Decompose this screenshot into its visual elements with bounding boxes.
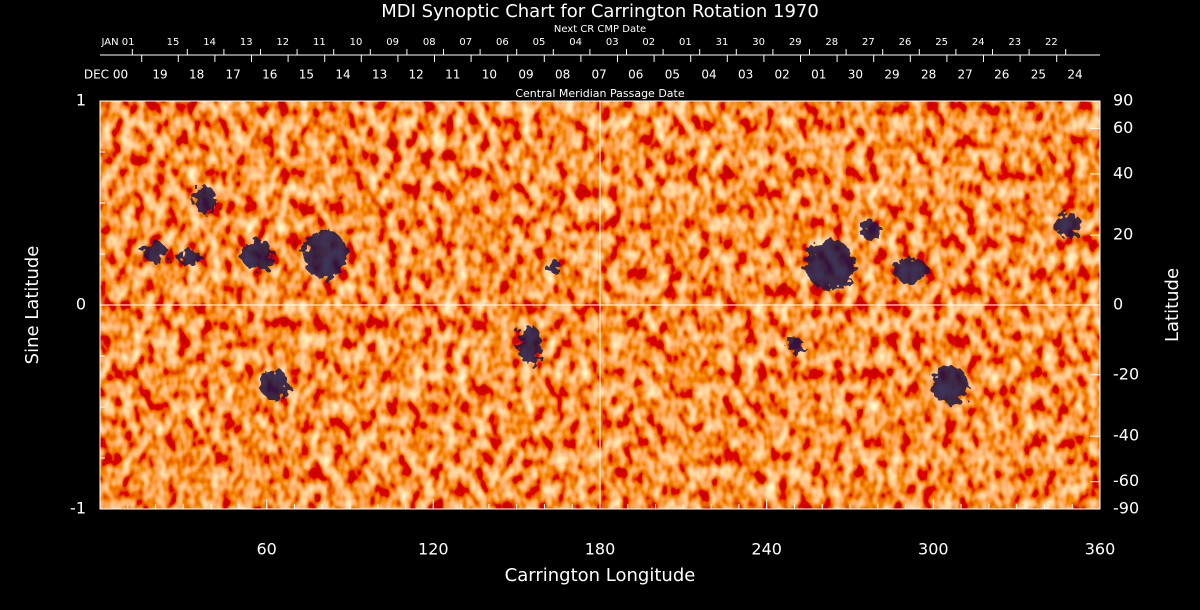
- x-axis-label: Carrington Longitude: [505, 565, 696, 586]
- x-tick-label: 240: [751, 540, 782, 559]
- next-date-label: 12: [276, 37, 289, 48]
- next-date-label: 23: [1008, 37, 1021, 48]
- top-date-label: 16: [262, 68, 277, 82]
- top-date-label: 05: [665, 68, 680, 82]
- top-date-label: 10: [482, 68, 497, 82]
- top-date-label: 12: [409, 68, 424, 82]
- x-tick-label: 60: [256, 540, 276, 559]
- top-date-label: 26: [994, 68, 1009, 82]
- next-date-label: 30: [752, 37, 765, 48]
- next-date-label: 27: [862, 37, 875, 48]
- next-date-label: 08: [423, 37, 436, 48]
- next-date-label: 10: [350, 37, 363, 48]
- next-date-label: 26: [899, 37, 912, 48]
- top-date-label: DEC 00: [84, 68, 128, 82]
- next-date-label: 01: [679, 37, 692, 48]
- top-date-label: 11: [445, 68, 460, 82]
- y2-tick-label: 90: [1113, 91, 1133, 110]
- top-date-label: 27: [958, 68, 973, 82]
- y2-tick-label: 40: [1113, 163, 1133, 182]
- x-tick-label: 180: [585, 540, 616, 559]
- next-date-label: 05: [533, 37, 546, 48]
- next-date-label: 14: [203, 37, 216, 48]
- y2-axis-label: Latitude: [1162, 268, 1183, 342]
- top-date-label: 08: [555, 68, 570, 82]
- top-date-label: 18: [189, 68, 204, 82]
- y2-tick-label: -90: [1113, 499, 1139, 518]
- top-date-label: 30: [848, 68, 863, 82]
- y2-tick-label: 0: [1113, 295, 1123, 314]
- top-date-label: 29: [884, 68, 899, 82]
- top-date-label: 02: [775, 68, 790, 82]
- top-date-label: 28: [921, 68, 936, 82]
- top-date-label: 25: [1031, 68, 1046, 82]
- y2-tick-label: -60: [1113, 471, 1139, 490]
- next-date-label: 04: [569, 37, 582, 48]
- next-date-label: 06: [496, 37, 509, 48]
- y2-tick-label: 60: [1113, 118, 1133, 137]
- next-date-label: 25: [935, 37, 948, 48]
- next-date-label: 13: [240, 37, 253, 48]
- top-date-label: 14: [335, 68, 350, 82]
- top-date-label: 09: [518, 68, 533, 82]
- top-date-label: 03: [738, 68, 753, 82]
- top-date-label: 04: [701, 68, 716, 82]
- top-date-label: 24: [1067, 68, 1082, 82]
- chart-title: MDI Synoptic Chart for Carrington Rotati…: [381, 1, 819, 22]
- next-date-label: JAN 01: [101, 37, 135, 48]
- y2-tick-label: -20: [1113, 364, 1139, 383]
- next-date-label: 31: [716, 37, 729, 48]
- flux-regions: [143, 186, 1082, 405]
- top-date-label: 17: [226, 68, 241, 82]
- next-date-label: 02: [642, 37, 655, 48]
- next-date-label: 29: [789, 37, 802, 48]
- top-date-label: 13: [372, 68, 387, 82]
- y-tick-label: 1: [76, 91, 86, 110]
- x-tick-label: 360: [1085, 540, 1116, 559]
- top-date-label: 06: [628, 68, 643, 82]
- y-tick-label: 0: [76, 295, 86, 314]
- next-date-label: 15: [167, 37, 180, 48]
- y-tick-label: -1: [70, 499, 86, 518]
- next-date-label: 09: [386, 37, 399, 48]
- top-date-label: 19: [152, 68, 167, 82]
- top-date-label: 01: [811, 68, 826, 82]
- next-date-label: 07: [459, 37, 472, 48]
- next-date-label: 03: [606, 37, 619, 48]
- next-date-label: 11: [313, 37, 326, 48]
- y-axis-label: Sine Latitude: [22, 246, 43, 365]
- x-tick-label: 120: [418, 540, 449, 559]
- next-date-label: 28: [825, 37, 838, 48]
- y2-tick-label: -40: [1113, 426, 1139, 445]
- next-date-label: 22: [1045, 37, 1058, 48]
- top-axis-label: Central Meridian Passage Date: [515, 87, 684, 100]
- y2-tick-label: 20: [1113, 225, 1133, 244]
- next-date-label: 24: [972, 37, 985, 48]
- top-date-label: 15: [299, 68, 314, 82]
- next-axis-label: Next CR CMP Date: [554, 24, 646, 35]
- top-date-label: 07: [592, 68, 607, 82]
- x-tick-label: 300: [918, 540, 949, 559]
